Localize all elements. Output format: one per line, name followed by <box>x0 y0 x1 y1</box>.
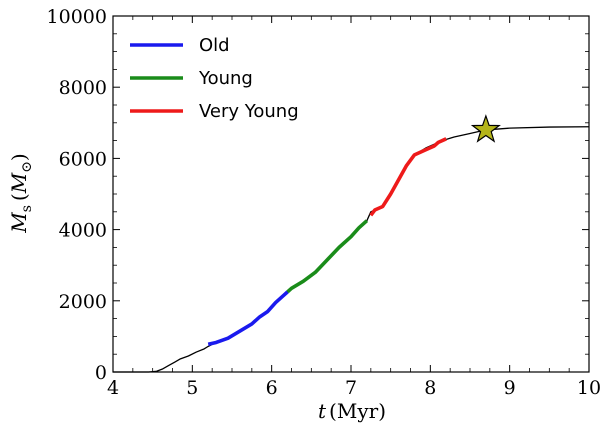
y-tick-label: 2000 <box>59 291 107 313</box>
x-tick-label: 7 <box>345 377 357 399</box>
x-axis-label: t (Myr) <box>318 399 386 423</box>
legend-label: Young <box>198 68 253 89</box>
series-line-old <box>207 290 289 346</box>
legend-label: Very Young <box>199 101 299 122</box>
x-tick-label: 9 <box>504 377 516 399</box>
y-axis-label: Ms(M⊙) <box>7 153 35 234</box>
series-line-very-young <box>369 137 447 217</box>
legend-label: Old <box>199 35 230 56</box>
plot-area <box>112 15 590 373</box>
y-tick-label: 6000 <box>59 148 107 170</box>
x-tick-label: 10 <box>577 377 601 399</box>
x-tick-label: 4 <box>107 377 119 399</box>
y-tick-label: 4000 <box>59 220 107 242</box>
legend: Old Young Very Young <box>130 35 299 122</box>
plot-frame <box>112 15 590 373</box>
y-tick-label: 0 <box>95 362 107 384</box>
x-tick-label: 8 <box>424 377 436 399</box>
y-tick-label: 8000 <box>59 77 107 99</box>
x-tick-label: 5 <box>186 377 198 399</box>
y-tick-label: 10000 <box>47 6 107 28</box>
x-tick-label: 6 <box>266 377 278 399</box>
series-line-young <box>286 219 369 294</box>
series-line-total <box>113 126 590 373</box>
marker-layer <box>470 114 501 143</box>
series-layer <box>113 126 590 373</box>
star-marker <box>470 114 501 143</box>
axis-ticks: 4 5 6 7 8 9 10 0 2000 4000 6000 8000 10000 <box>47 6 602 399</box>
